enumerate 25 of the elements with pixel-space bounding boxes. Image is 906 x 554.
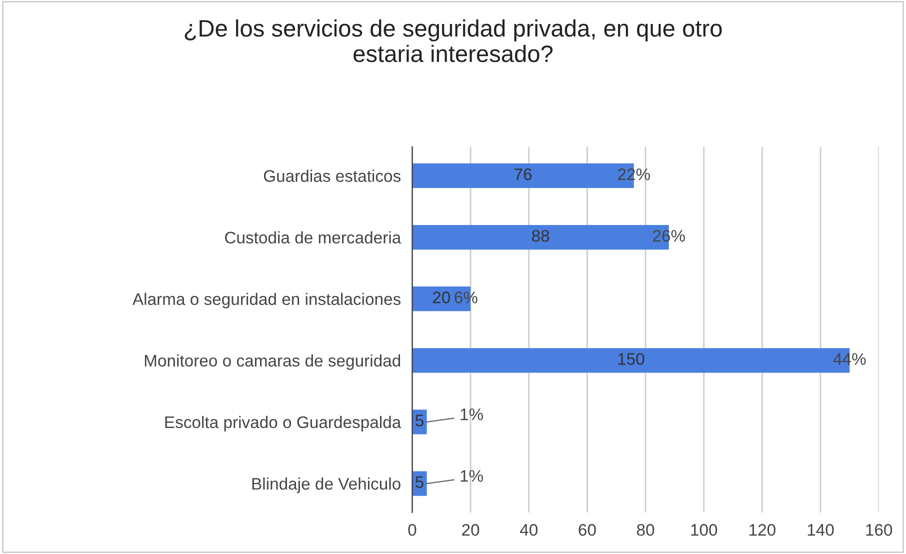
x-tick-label: 20 — [462, 524, 480, 536]
x-tick-label: 140 — [808, 524, 834, 536]
y-tick-label: Blindaje de Vehiculo — [252, 477, 400, 494]
x-tick-label: 120 — [750, 524, 776, 536]
chart-title: ¿De los servicios de seguridad privada, en que otro estaria interesado? — [184, 19, 722, 62]
data-label: 76 — [514, 168, 532, 180]
data-label: 88 — [532, 230, 550, 242]
y-tick-label: Guardias estaticos — [264, 170, 401, 182]
annotation: 1% — [460, 470, 483, 482]
x-tick-label: 60 — [578, 524, 596, 536]
data-label: 5 — [416, 414, 424, 426]
data-label: 150 — [618, 353, 644, 365]
data-label: 5 — [416, 476, 424, 488]
x-tick-label: 100 — [691, 524, 718, 536]
y-tick-label: Alarma o seguridad en instalaciones — [132, 292, 401, 308]
y-tick-label: Escolta privado o Guardespalda — [165, 416, 402, 432]
x-tick-label: 160 — [866, 524, 892, 536]
x-tick-label: 80 — [636, 524, 654, 536]
annotation: 1% — [460, 408, 483, 420]
y-tick-label: Monitoreo o camaras de seguridad — [144, 354, 400, 370]
y-tick-label: Custodia de mercaderia — [225, 231, 402, 244]
data-label: 20 — [432, 292, 450, 304]
annotation: 22% — [618, 168, 650, 180]
x-tick-label: 40 — [520, 524, 538, 536]
x-tick-label: 0 — [408, 524, 416, 536]
